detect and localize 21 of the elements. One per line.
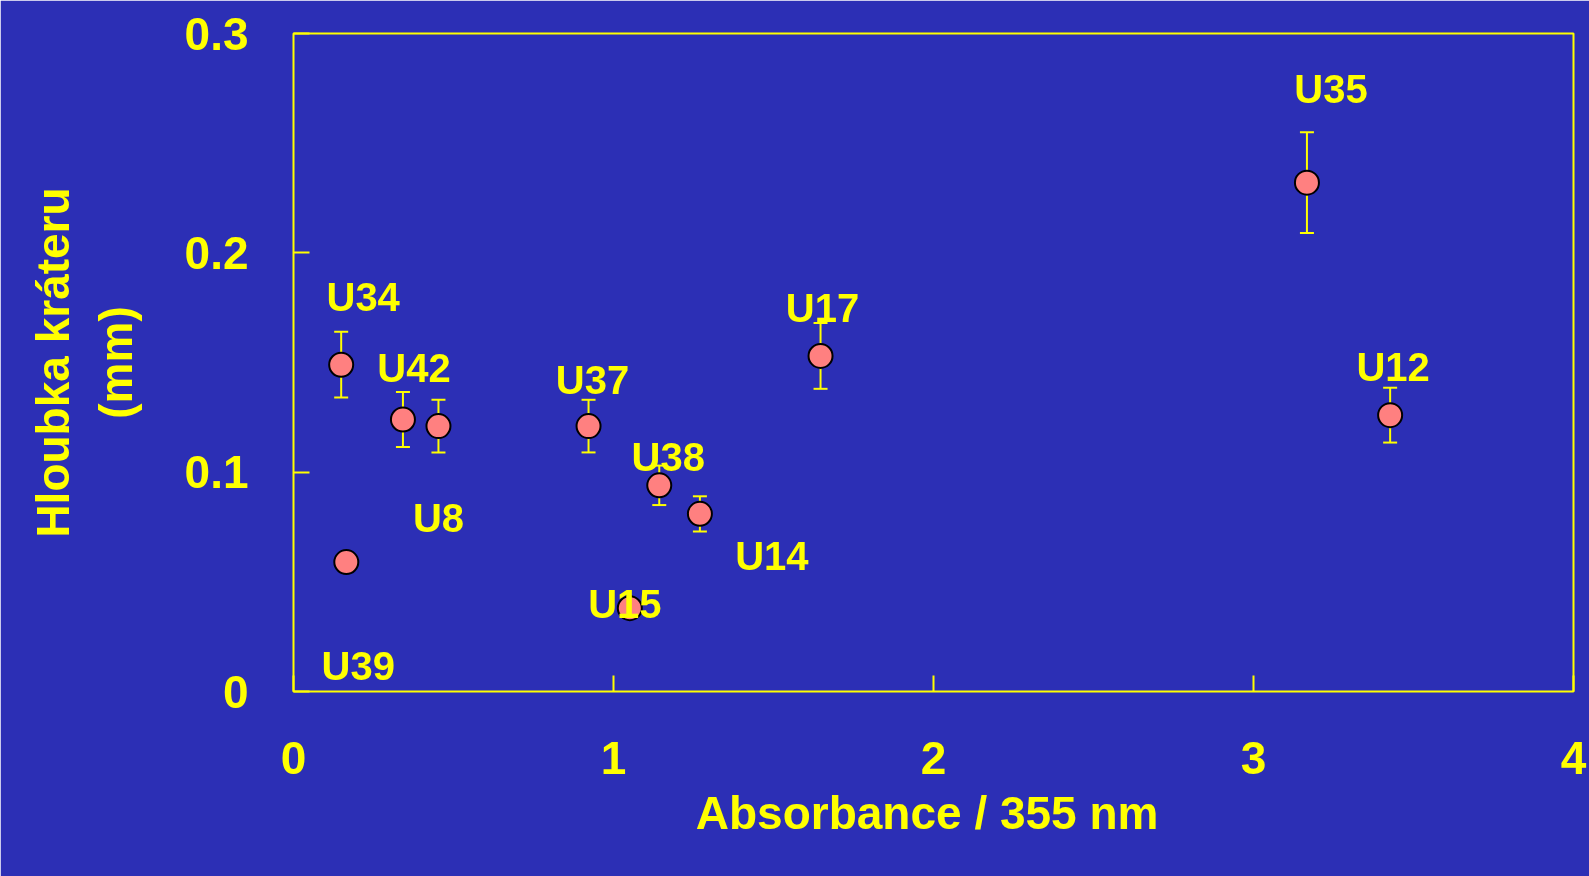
x-tick-label: 3 bbox=[1240, 731, 1267, 784]
x-axis-title: Absorbance / 355 nm bbox=[695, 786, 1159, 839]
annotation: U17 bbox=[785, 285, 860, 330]
annotation: U12 bbox=[1356, 345, 1430, 390]
annotation: U35 bbox=[1294, 66, 1368, 111]
annotation: U38 bbox=[631, 435, 705, 480]
annotation: U8 bbox=[412, 496, 465, 541]
y-tick-label: 0.2 bbox=[184, 226, 249, 279]
y-axis-title: Hloubka kráteru (mm) bbox=[27, 187, 142, 538]
y-tick-label: 0.1 bbox=[184, 446, 249, 499]
annotation: U14 bbox=[735, 533, 810, 578]
y-tick-label: 0.3 bbox=[184, 7, 249, 60]
annotation: U34 bbox=[326, 274, 401, 319]
x-tick-label: 0 bbox=[280, 731, 307, 784]
y-tick-label: 0 bbox=[222, 665, 249, 718]
annotation: U42 bbox=[377, 345, 451, 390]
x-tick-label: 4 bbox=[1560, 731, 1587, 784]
annotation: U39 bbox=[321, 644, 395, 689]
annotation: U37 bbox=[555, 358, 630, 403]
x-tick-label: 1 bbox=[600, 731, 627, 784]
x-tick-label: 2 bbox=[920, 731, 947, 784]
